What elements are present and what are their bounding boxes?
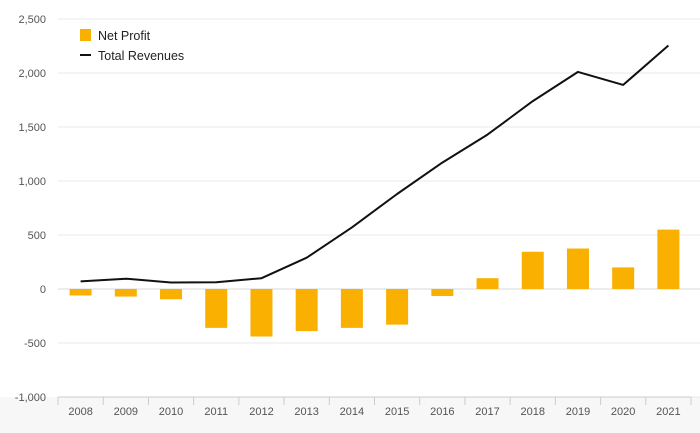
y-tick-label: 2,000 <box>18 68 46 80</box>
net-profit-bar <box>521 251 544 289</box>
y-tick-label: 2,500 <box>18 14 46 26</box>
y-tick-label: 1,500 <box>18 122 46 134</box>
x-tick-label: 2009 <box>114 406 138 418</box>
legend-label: Net Profit <box>98 29 151 43</box>
net-profit-bar <box>657 229 680 289</box>
total-revenues-line <box>80 44 670 284</box>
y-axis: -1,000 -500 0 500 1,000 1,500 2,000 2,500 <box>15 14 46 404</box>
net-profit-bar <box>566 248 589 289</box>
x-tick-label: 2019 <box>566 406 590 418</box>
net-profit-bar <box>160 289 183 300</box>
net-profit-bars <box>69 229 680 337</box>
total-revenues-polyline <box>80 44 670 284</box>
legend: Net Profit Total Revenues <box>80 29 184 63</box>
y-tick-label: -1,000 <box>15 392 46 404</box>
net-profit-bar <box>69 289 92 296</box>
legend-item-total-revenues: Total Revenues <box>80 49 184 63</box>
x-tick-label: 2017 <box>475 406 499 418</box>
x-tick-label: 2012 <box>249 406 273 418</box>
net-profit-bar <box>205 289 228 328</box>
net-profit-bar <box>431 289 454 297</box>
legend-item-net-profit: Net Profit <box>80 29 151 43</box>
x-tick-label: 2020 <box>611 406 635 418</box>
x-tick-label: 2010 <box>159 406 183 418</box>
net-profit-bar <box>295 289 318 332</box>
x-tick-label: 2015 <box>385 406 409 418</box>
x-tick-label: 2018 <box>521 406 545 418</box>
net-profit-bar <box>612 267 635 289</box>
y-tick-label: 0 <box>40 284 46 296</box>
net-profit-bar <box>114 289 137 297</box>
x-tick-label: 2013 <box>294 406 318 418</box>
legend-swatch <box>80 29 91 41</box>
x-tick-label: 2008 <box>68 406 92 418</box>
net-profit-bar <box>386 289 409 325</box>
x-tick-label: 2011 <box>204 406 228 418</box>
net-profit-bar <box>340 289 363 328</box>
net-profit-bar <box>250 289 273 337</box>
net-profit-bar <box>476 278 499 289</box>
legend-label: Total Revenues <box>98 49 184 63</box>
x-tick-label: 2016 <box>430 406 454 418</box>
plot-background <box>0 397 700 433</box>
x-axis: 2008 2009 2010 2011 2012 2013 2014 2015 2016 2017… <box>57 396 692 418</box>
y-tick-label: -500 <box>24 338 46 350</box>
x-axis-band <box>0 397 700 433</box>
x-tick-label: 2014 <box>340 406 364 418</box>
y-tick-label: 1,000 <box>18 176 46 188</box>
y-tick-label: 500 <box>28 230 46 242</box>
x-tick-label: 2021 <box>656 406 680 418</box>
